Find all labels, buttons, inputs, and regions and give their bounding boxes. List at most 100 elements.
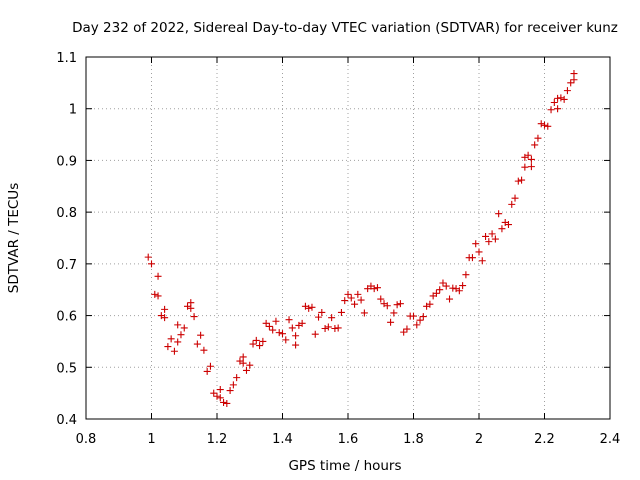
data-point-plus xyxy=(161,305,169,313)
data-point-plus xyxy=(190,313,198,321)
data-point-plus xyxy=(370,285,378,293)
data-point-plus xyxy=(265,322,273,330)
data-point-plus xyxy=(197,331,205,339)
data-point-plus xyxy=(308,303,316,311)
data-point-plus xyxy=(554,105,562,113)
data-point-plus xyxy=(161,314,169,322)
x-tick-label: 2 xyxy=(475,432,483,447)
data-point-plus xyxy=(334,324,342,332)
data-point-plus xyxy=(216,394,224,402)
y-tick-label: 0.9 xyxy=(56,154,77,169)
data-point-plus xyxy=(170,347,178,355)
data-point-plus xyxy=(537,120,545,128)
data-point-plus xyxy=(557,94,565,102)
data-point-plus xyxy=(347,294,355,302)
data-point-plus xyxy=(377,295,385,303)
data-point-plus xyxy=(459,282,467,290)
x-tick-label: 1.8 xyxy=(403,432,424,447)
data-point-plus xyxy=(275,329,283,337)
data-point-plus xyxy=(413,321,421,329)
data-point-plus xyxy=(305,304,313,312)
data-point-plus xyxy=(246,361,254,369)
data-point-plus xyxy=(292,341,300,349)
data-point-plus xyxy=(482,232,490,240)
data-point-plus xyxy=(504,221,512,229)
data-point-plus xyxy=(396,300,404,308)
y-tick-label: 0.6 xyxy=(56,310,77,325)
data-point-plus xyxy=(400,328,408,336)
data-point-plus xyxy=(252,336,260,344)
data-point-plus xyxy=(550,99,558,107)
data-point-plus xyxy=(269,326,277,334)
data-point-plus xyxy=(226,387,234,395)
data-point-plus xyxy=(527,163,535,171)
data-point-plus xyxy=(256,342,264,350)
data-point-plus xyxy=(229,381,237,389)
data-point-plus xyxy=(337,308,345,316)
data-point-plus xyxy=(563,87,571,95)
y-tick-label: 0.4 xyxy=(56,413,77,428)
data-point-plus xyxy=(544,122,552,130)
data-point-plus xyxy=(151,290,159,298)
data-point-plus xyxy=(164,343,172,351)
y-tick-label: 0.8 xyxy=(56,206,77,221)
data-point-plus xyxy=(341,297,349,305)
data-point-plus xyxy=(446,295,454,303)
data-point-plus xyxy=(206,362,214,370)
data-point-plus xyxy=(436,286,444,294)
data-point-plus xyxy=(298,319,306,327)
data-point-plus xyxy=(524,151,532,159)
x-tick-label: 0.8 xyxy=(76,432,97,447)
data-point-plus xyxy=(180,324,188,332)
data-point-plus xyxy=(416,316,424,324)
data-point-plus xyxy=(570,70,578,78)
data-point-plus xyxy=(387,318,395,326)
data-point-plus xyxy=(148,260,155,268)
data-point-plus xyxy=(282,336,290,344)
data-point-plus xyxy=(560,95,568,103)
axis-ticks: 0.8 1 1.2 1.4 1.6 1.8 2 2.2 2.4 0.4 0.5 0.6 0.7 0.8 0.… xyxy=(56,51,620,447)
data-point-plus xyxy=(354,290,362,298)
data-point-plus xyxy=(495,210,503,218)
data-point-plus xyxy=(259,337,267,345)
data-point-plus xyxy=(468,254,476,262)
x-tick-label: 1.4 xyxy=(272,432,293,447)
x-tick-label: 1 xyxy=(147,432,155,447)
data-point-plus xyxy=(383,302,391,310)
data-point-plus xyxy=(475,248,483,256)
data-point-plus xyxy=(419,313,427,321)
data-point-plus xyxy=(262,319,270,327)
data-point-plus xyxy=(534,134,542,142)
x-tick-label: 1.2 xyxy=(207,432,228,447)
data-point-plus xyxy=(570,76,578,84)
data-point-plus xyxy=(390,309,398,317)
data-point-plus xyxy=(292,332,300,340)
x-axis-label: GPS time / hours xyxy=(288,458,401,474)
data-point-plus xyxy=(442,282,450,290)
data-point-plus xyxy=(154,272,162,280)
x-tick-label: 2.2 xyxy=(534,432,555,447)
data-point-plus xyxy=(311,330,319,338)
data-point-plus xyxy=(410,312,417,320)
data-point-plus xyxy=(177,331,185,339)
data-point-plus xyxy=(279,330,286,338)
data-point-plus xyxy=(216,386,224,394)
data-point-plus xyxy=(315,313,323,321)
chart-title: Day 232 of 2022, Sidereal Day-to-day VTE… xyxy=(72,20,618,36)
data-point-plus xyxy=(462,271,470,279)
data-point-plus xyxy=(432,289,440,297)
y-axis-label: SDTVAR / TECUs xyxy=(6,183,22,293)
data-point-plus xyxy=(154,292,162,300)
y-tick-label: 0.7 xyxy=(56,258,77,273)
data-point-plus xyxy=(324,323,332,331)
data-point-plus xyxy=(239,359,247,367)
x-tick-label: 2.4 xyxy=(600,432,621,447)
data-point-plus xyxy=(403,325,411,333)
data-point-plus xyxy=(144,253,152,261)
data-point-plus xyxy=(203,367,211,375)
data-point-plus xyxy=(531,141,539,149)
data-point-plus xyxy=(547,106,555,114)
data-point-plus xyxy=(174,321,182,329)
data-point-plus xyxy=(567,79,575,87)
